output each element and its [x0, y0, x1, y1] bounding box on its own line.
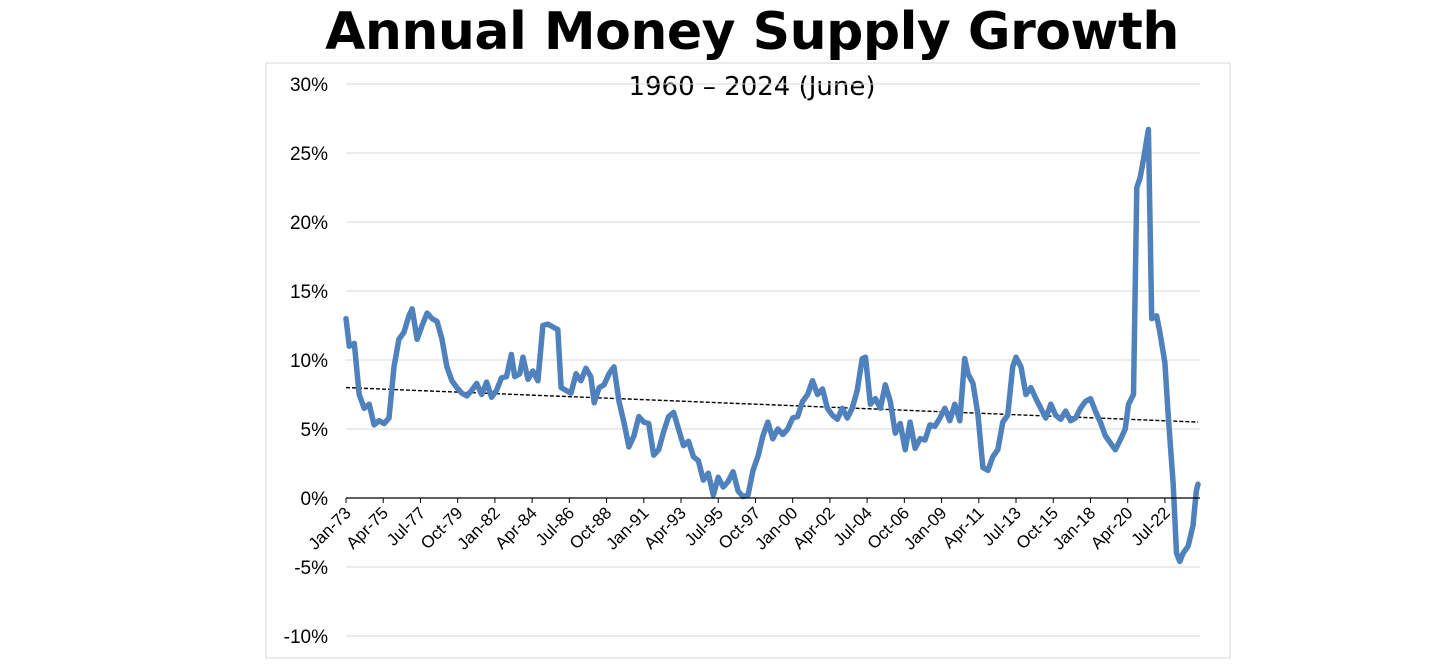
- x-tick-label: Jan-91: [602, 503, 652, 553]
- x-tick-label: Jan-00: [751, 503, 801, 553]
- y-tick-label: 5%: [301, 420, 329, 441]
- chart-title: Annual Money Supply Growth: [325, 2, 1179, 62]
- x-tick-label: Jan-82: [454, 503, 504, 553]
- x-tick-label: Apr-11: [939, 503, 988, 552]
- gridlines: [346, 83, 1200, 637]
- plot-area-border: [265, 62, 1231, 659]
- x-tick-label: Jan-18: [1049, 503, 1099, 553]
- x-tick-label: Apr-02: [789, 503, 839, 553]
- x-tick-label: Apr-75: [343, 503, 393, 553]
- x-tick-label: Apr-93: [640, 503, 690, 553]
- x-axis-ticks: Jan-73Apr-75Jul-77Oct-79Jan-82Apr-84Jul-…: [305, 498, 1174, 554]
- x-tick-label: Jan-73: [305, 503, 355, 553]
- y-tick-label: -5%: [294, 558, 328, 579]
- y-tick-label: 30%: [290, 75, 328, 96]
- x-tick-label: Jan-09: [900, 503, 950, 553]
- x-tick-label: Apr-20: [1087, 503, 1137, 553]
- x-tick-label: Apr-84: [491, 503, 541, 553]
- y-tick-label: -10%: [284, 627, 328, 648]
- y-tick-label: 25%: [290, 144, 328, 165]
- y-tick-label: 10%: [290, 351, 328, 372]
- x-tick-label: Jul-22: [1128, 503, 1174, 549]
- y-tick-label: 20%: [290, 213, 328, 234]
- money-supply-growth-line: [343, 126, 1201, 565]
- series-layer: [343, 126, 1201, 565]
- chart-subtitle: 1960 – 2024 (June): [628, 72, 875, 102]
- y-tick-label: 0%: [301, 489, 329, 510]
- y-tick-label: 15%: [290, 282, 328, 303]
- y-axis-ticks: 30% 25% 20% 15% 10% 5% 0% -5% -10%: [284, 75, 328, 648]
